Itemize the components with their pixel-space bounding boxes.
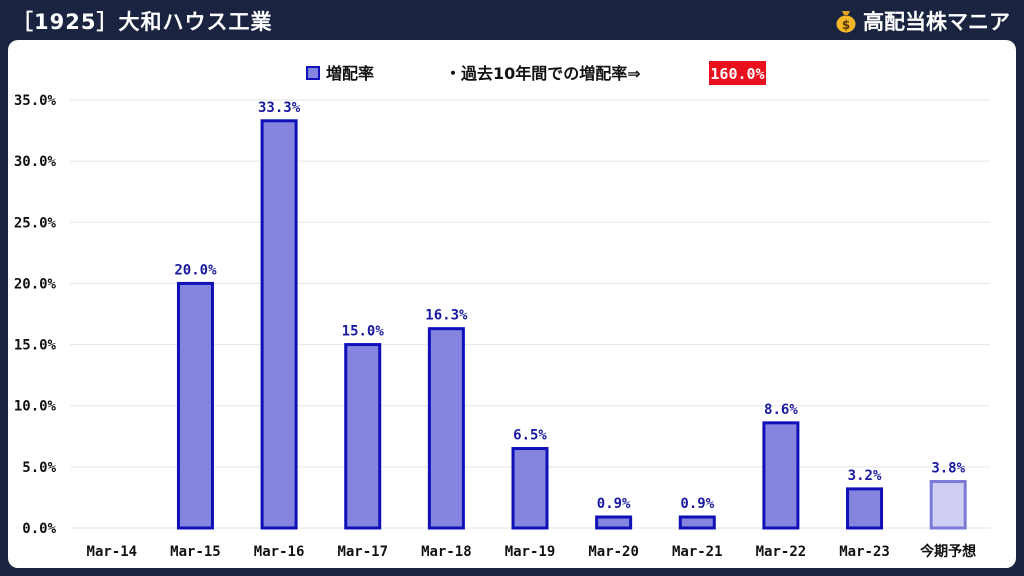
x-tick-label: Mar-23 xyxy=(839,544,890,560)
y-tick-label: 35.0% xyxy=(14,93,57,109)
y-tick-label: 20.0% xyxy=(14,276,57,292)
data-label: 0.9% xyxy=(680,496,714,512)
header-bar: ［1925］大和ハウス工業 $ 高配当株マニア xyxy=(0,0,1024,40)
page-title: ［1925］大和ハウス工業 xyxy=(12,10,273,34)
bar-Mar-21 xyxy=(678,515,716,530)
x-tick-label: Mar-20 xyxy=(588,544,639,560)
legend-swatch xyxy=(306,66,320,80)
data-label: 15.0% xyxy=(342,324,385,340)
data-label: 16.3% xyxy=(425,308,468,324)
annotation-text: ・過去10年間での増配率⇒ xyxy=(445,64,641,83)
bar-Mar-19 xyxy=(511,447,549,530)
brand: $ 高配当株マニア xyxy=(835,6,1010,36)
x-tick-label: Mar-18 xyxy=(421,544,472,560)
bar-Mar-17 xyxy=(344,343,382,530)
brand-name: 高配当株マニア xyxy=(863,10,1010,34)
annotation-badge xyxy=(709,61,766,85)
x-tick-label: Mar-15 xyxy=(170,544,221,560)
y-tick-label: 25.0% xyxy=(14,215,57,231)
y-tick-label: 0.0% xyxy=(22,521,56,537)
bar-Mar-23 xyxy=(846,487,884,530)
bar-今期予想 xyxy=(929,480,967,530)
x-axis: Mar-14 Mar-15 Mar-16 Mar-17 Mar-18 Mar-19 Mar-… xyxy=(87,543,977,560)
data-labels: 20.0% 33.3% 15.0% 16.3% 6.5% 0.9% 0.9% 8.6% 3.2%… xyxy=(174,100,965,512)
bar-Mar-20 xyxy=(595,515,633,530)
money-bag-icon: $ xyxy=(836,11,856,33)
x-tick-label: Mar-14 xyxy=(87,544,138,560)
gridlines xyxy=(70,99,990,529)
x-tick-label: Mar-21 xyxy=(672,544,723,560)
data-label: 3.2% xyxy=(848,468,882,484)
y-axis: 0.0% 5.0% 10.0% 15.0% 20.0% 25.0% 30.0% 35.0% xyxy=(14,93,57,537)
bar-Mar-15 xyxy=(176,281,214,530)
x-tick-label: Mar-16 xyxy=(254,544,305,560)
data-label: 6.5% xyxy=(513,428,547,444)
y-tick-label: 10.0% xyxy=(14,399,57,415)
y-tick-label: 15.0% xyxy=(14,338,57,354)
x-tick-label: 今期予想 xyxy=(919,543,976,560)
bars xyxy=(176,119,967,530)
data-label: 33.3% xyxy=(258,100,301,116)
data-label: 3.8% xyxy=(931,461,965,477)
legend-label: 増配率 xyxy=(326,64,374,83)
x-tick-label: Mar-22 xyxy=(756,544,807,560)
x-tick-label: Mar-19 xyxy=(505,544,556,560)
svg-text:$: $ xyxy=(842,18,850,32)
legend: 増配率 ・過去10年間での増配率⇒ 160.0% xyxy=(306,61,766,85)
data-label: 20.0% xyxy=(174,262,217,278)
x-tick-label: Mar-17 xyxy=(337,544,388,560)
data-label: 0.9% xyxy=(597,496,631,512)
bar-Mar-16 xyxy=(260,119,298,530)
bar-Mar-22 xyxy=(762,421,800,530)
y-tick-label: 5.0% xyxy=(22,460,56,476)
y-tick-label: 30.0% xyxy=(14,154,57,170)
bar-Mar-18 xyxy=(427,327,465,530)
annotation-value: 160.0% xyxy=(710,65,764,83)
data-label: 8.6% xyxy=(764,402,798,418)
